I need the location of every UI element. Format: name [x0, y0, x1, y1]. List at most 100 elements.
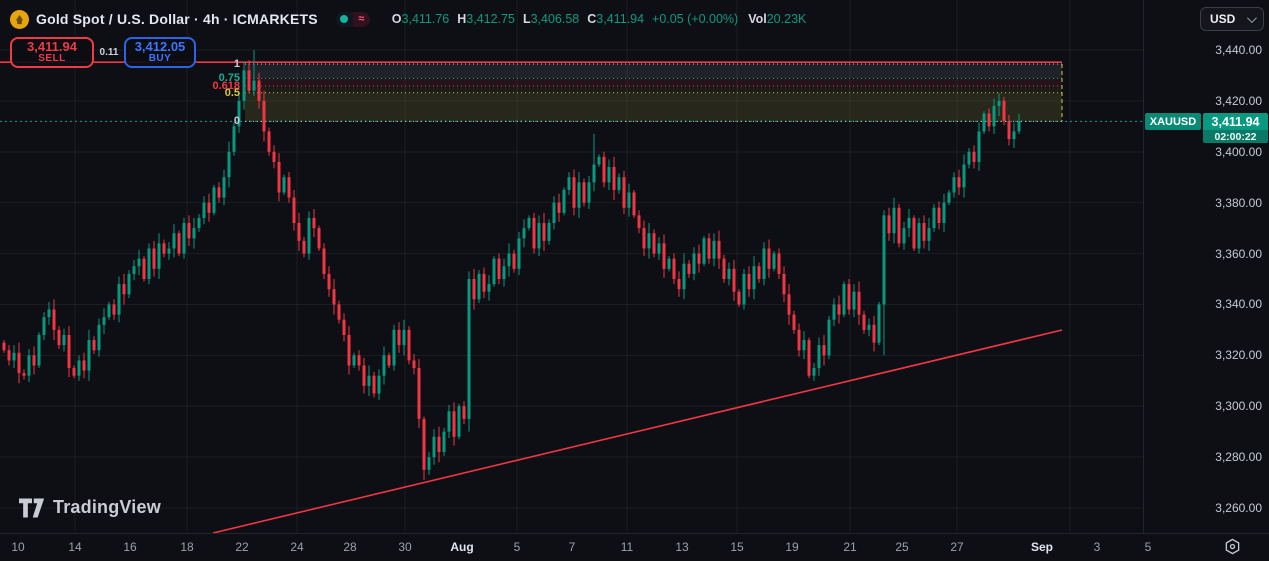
candle-body [207, 202, 211, 213]
candle-body [887, 215, 891, 234]
candle-body [157, 243, 161, 269]
time-axis[interactable]: 10 14 16 18 22 24 28 30 Aug 5 7 11 13 15 19 21 25 27 Sep 3 5 [0, 533, 1269, 561]
candle-body [917, 223, 921, 249]
candle-body [492, 258, 496, 285]
close-label: C [587, 12, 597, 26]
price-tick: 3,400.00 [1215, 144, 1262, 159]
time-tick: 27 [950, 540, 964, 554]
candle-body [32, 355, 36, 366]
candle-body [102, 317, 106, 325]
candle-body [447, 411, 451, 432]
candle-body [37, 334, 41, 366]
candle-body [757, 266, 761, 279]
candle-body [162, 243, 166, 254]
candle-body [237, 100, 241, 127]
time-tick: 11 [620, 540, 634, 554]
candle-body [667, 258, 671, 269]
candle-body [347, 334, 351, 366]
candle-body [167, 248, 171, 254]
chart-header: Gold Spot / U.S. Dollar · 4h · ICMARKETS… [10, 8, 814, 30]
watermark-text: TradingView [53, 497, 161, 517]
candle-body [402, 329, 406, 346]
candle-body [417, 368, 421, 419]
candle-body [627, 192, 631, 208]
candle-body [852, 291, 856, 310]
candle-body [432, 436, 436, 458]
fib-band [245, 78, 1062, 86]
price-axis[interactable]: USD 3,440.00 3,420.00 3,400.00 3,380.00 3,36… [1143, 0, 1269, 533]
currency-value: USD [1210, 12, 1236, 26]
candle-body [392, 329, 396, 366]
price-tick: 3,320.00 [1215, 348, 1262, 363]
price-tick: 3,280.00 [1215, 450, 1262, 465]
fib-label-0: 0 [233, 115, 240, 128]
time-tick: 5 [513, 540, 521, 554]
timezone-settings-icon[interactable] [1224, 538, 1241, 560]
candle-body [267, 131, 271, 152]
time-tick-month: Sep [1030, 540, 1054, 554]
candle-body [532, 217, 536, 249]
candle-body [542, 223, 546, 241]
candle-body [522, 228, 526, 239]
candle-body [827, 319, 831, 356]
candle-body [897, 207, 901, 244]
candle-body [992, 105, 996, 127]
candle-body [362, 365, 366, 386]
candle-body [97, 324, 101, 351]
candle-body [147, 248, 151, 279]
price-tick: 3,260.00 [1215, 501, 1262, 515]
candle-body [772, 253, 776, 269]
delayed-data-icon: ≈ [352, 11, 370, 27]
low-value: 3,406.58 [530, 12, 580, 26]
candle-body [617, 177, 621, 190]
currency-dropdown[interactable]: USD [1200, 7, 1264, 31]
candle-body [197, 217, 201, 229]
volume-label: Vol [748, 12, 767, 26]
candle-body [472, 279, 476, 300]
candle-body [957, 177, 961, 188]
candle-body [732, 268, 736, 292]
candle-body [322, 248, 326, 274]
price-tick: 3,300.00 [1215, 399, 1262, 414]
price-tick: 3,360.00 [1215, 246, 1262, 261]
candle-body [877, 304, 881, 343]
buy-button[interactable]: 3,412.05 BUY [124, 37, 196, 68]
candle-body [222, 177, 226, 198]
candle-body [462, 406, 466, 419]
candle-body [452, 411, 456, 437]
trade-panel: 3,411.94 SELL 0.11 3,412.05 BUY [10, 37, 196, 68]
candle-body [707, 238, 711, 259]
fib-band [245, 92, 1062, 122]
ohlc-readout: O 3,411.76 H 3,412.75 L 3,406.58 C 3,411.94 … [392, 12, 815, 26]
sell-button[interactable]: 3,411.94 SELL [10, 37, 94, 68]
candle-body [762, 248, 766, 279]
candle-body [277, 161, 281, 193]
candlestick-chart[interactable] [0, 0, 1143, 533]
candle-body [942, 202, 946, 224]
chart-pane[interactable]: Gold Spot / U.S. Dollar · 4h · ICMARKETS… [0, 0, 1143, 533]
buy-label: BUY [148, 53, 172, 65]
candle-body [412, 360, 416, 369]
candle-body [337, 304, 341, 320]
candle-body [117, 284, 121, 315]
candle-body [547, 223, 551, 241]
candle-body [497, 258, 501, 279]
candle-body [512, 253, 516, 269]
candle-body [972, 151, 976, 162]
candle-body [17, 352, 21, 374]
candle-body [677, 279, 681, 290]
status-pills[interactable]: ≈ [335, 11, 370, 27]
fib-label-0.75: 0.75 [218, 72, 240, 85]
candle-body [952, 177, 956, 193]
symbol-title[interactable]: Gold Spot / U.S. Dollar · 4h · ICMARKETS [36, 11, 318, 27]
time-tick: 18 [180, 540, 194, 554]
candle-body [427, 457, 431, 470]
candle-body [607, 167, 611, 183]
price-tick: 3,420.00 [1215, 93, 1262, 108]
candle-body [982, 113, 986, 132]
time-tick: 25 [895, 540, 909, 554]
candle-body [307, 217, 311, 254]
candle-body [22, 373, 26, 376]
candle-body [697, 253, 701, 264]
